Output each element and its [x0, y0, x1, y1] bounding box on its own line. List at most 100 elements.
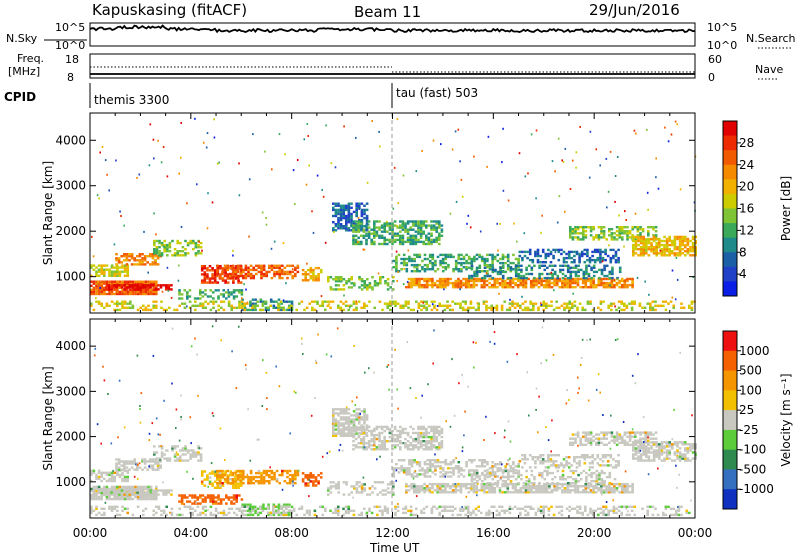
heatmap-cell [218, 480, 222, 483]
heatmap-cell [350, 434, 353, 437]
heatmap-cell [574, 228, 577, 231]
heatmap-cell [426, 463, 429, 466]
heatmap-cell [526, 256, 529, 260]
heatmap-cell [234, 475, 237, 479]
heatmap-cell [537, 279, 541, 283]
heatmap-cell [432, 224, 436, 227]
heatmap-cell [399, 440, 402, 443]
heatmap-cell [288, 270, 292, 274]
heatmap-cell [273, 266, 276, 269]
heatmap-cell [203, 267, 207, 270]
heatmap-cell [180, 502, 184, 505]
heatmap-cell [98, 197, 100, 200]
heatmap-cell [430, 300, 434, 303]
heatmap-cell [418, 491, 421, 494]
heatmap-cell [405, 485, 408, 488]
heatmap-cell [221, 269, 225, 272]
heatmap-cell [623, 489, 627, 492]
heatmap-cell [275, 306, 278, 309]
heatmap-cell [162, 491, 165, 494]
heatmap-cell [435, 236, 438, 239]
heatmap-cell [373, 222, 376, 225]
heatmap-cell [342, 412, 345, 415]
heatmap-cell [108, 473, 111, 477]
heatmap-cell [557, 250, 561, 254]
heatmap-cell [644, 238, 647, 241]
heatmap-cell [327, 276, 330, 279]
heatmap-cell [511, 286, 515, 289]
heatmap-cell [221, 475, 224, 479]
heatmap-cell [423, 471, 427, 474]
heatmap-cell [485, 300, 488, 303]
heatmap-cell [517, 259, 520, 263]
heatmap-cell [156, 466, 160, 469]
heatmap-cell [234, 470, 238, 473]
heatmap-cell [355, 214, 358, 218]
heatmap-cell [97, 495, 101, 499]
heatmap-cell [620, 286, 624, 289]
heatmap-cell [226, 482, 229, 485]
heatmap-cell [438, 226, 441, 229]
heatmap-cell [391, 236, 394, 239]
heatmap-cell [422, 232, 425, 235]
heatmap-cell [605, 277, 608, 281]
heatmap-cell [113, 272, 116, 275]
heatmap-cell [221, 473, 224, 477]
heatmap-cell [647, 234, 650, 237]
heatmap-cell [363, 284, 366, 287]
heatmap-cell [181, 302, 184, 305]
heatmap-cell [291, 274, 294, 278]
heatmap-cell [410, 286, 413, 289]
heatmap-cell [155, 300, 158, 303]
heatmap-cell [462, 261, 466, 265]
heatmap-cell [490, 283, 494, 287]
heatmap-cell [196, 496, 199, 499]
heatmap-cell [499, 268, 502, 272]
heatmap-cell [434, 465, 437, 468]
heatmap-cell [467, 281, 471, 285]
heatmap-cell [262, 266, 266, 269]
heatmap-cell [386, 425, 389, 429]
heatmap-cell [491, 255, 494, 259]
heatmap-cell [410, 473, 414, 476]
heatmap-cell [113, 477, 116, 481]
heatmap-cell [118, 284, 121, 287]
heatmap-cell [149, 253, 152, 256]
heatmap-cell [128, 286, 132, 289]
heatmap-cell [332, 412, 335, 415]
heatmap-cell [542, 304, 545, 307]
heatmap-cell [160, 300, 163, 303]
heatmap-cell [380, 234, 384, 237]
heatmap-cell [523, 232, 526, 235]
heatmap-cell [208, 482, 212, 485]
heatmap-cell [370, 437, 373, 441]
heatmap-cell [91, 235, 93, 238]
heatmap-cell [211, 269, 214, 272]
heatmap-cell [694, 235, 697, 239]
heatmap-cell [525, 266, 528, 269]
heatmap-cell [152, 286, 155, 289]
heatmap-cell [432, 437, 436, 441]
heatmap-cell [602, 226, 606, 229]
heatmap-cell [620, 279, 624, 283]
heatmap-cell [402, 459, 406, 462]
heatmap-cell [444, 266, 448, 269]
heatmap-cell [537, 487, 541, 490]
heatmap-cell [365, 418, 369, 421]
heatmap-cell [642, 241, 645, 245]
heatmap-cell [301, 273, 305, 276]
heatmap-cell [358, 481, 361, 484]
heatmap-cell [100, 493, 103, 497]
heatmap-cell [239, 266, 242, 269]
heatmap-cell [257, 469, 261, 473]
heatmap-cell [128, 493, 132, 496]
heatmap-cell [506, 268, 510, 271]
heatmap-cell [241, 298, 244, 301]
heatmap-cell [446, 281, 450, 285]
heatmap-cell [431, 286, 434, 289]
heatmap-cell [614, 258, 618, 262]
heatmap-cell [514, 272, 518, 276]
heatmap-cell [402, 259, 406, 263]
heatmap-cell [425, 433, 428, 437]
heatmap-cell [107, 284, 111, 287]
